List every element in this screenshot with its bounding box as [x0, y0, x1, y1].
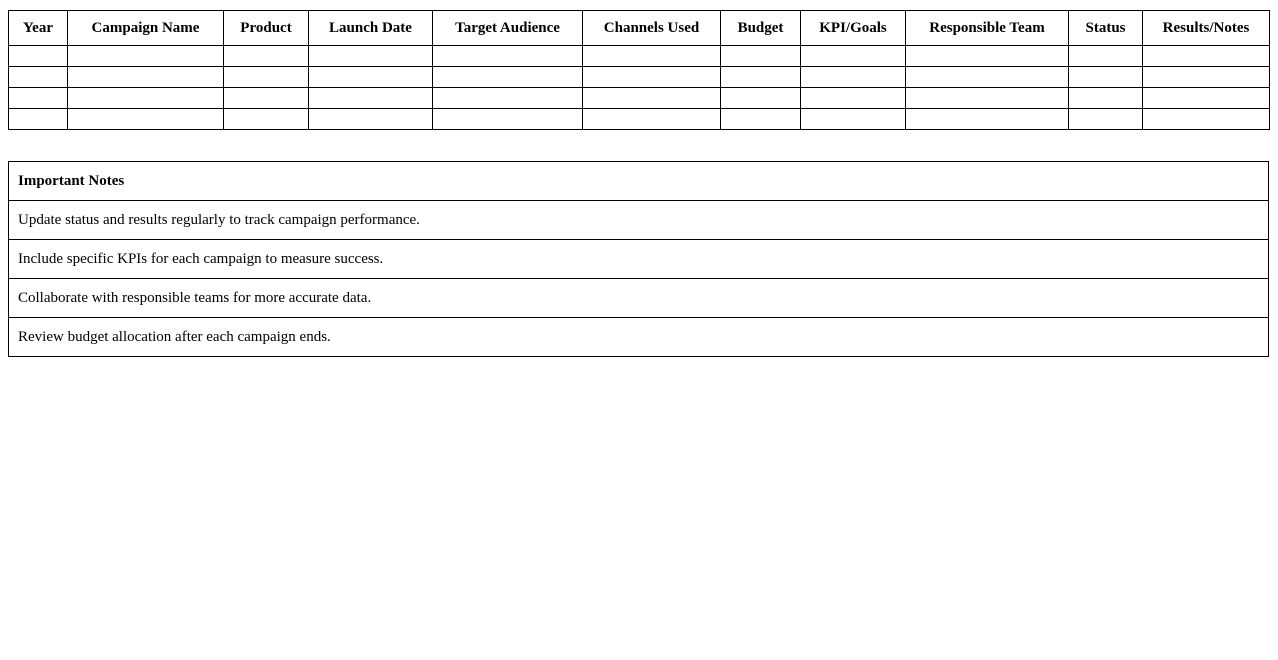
campaign-empty-cell	[223, 108, 309, 130]
campaign-empty-cell	[308, 108, 433, 130]
campaign-empty-cell	[1068, 45, 1143, 67]
campaign-empty-cell	[432, 108, 583, 130]
campaign-empty-cell	[1068, 87, 1143, 109]
campaign-empty-cell	[1068, 66, 1143, 88]
note-row: Collaborate with responsible teams for m…	[8, 278, 1269, 318]
campaign-empty-cell	[582, 66, 721, 88]
campaign-empty-row	[8, 108, 1270, 130]
campaign-empty-cell	[720, 45, 801, 67]
campaign-empty-cell	[720, 87, 801, 109]
campaign-empty-row	[8, 45, 1270, 67]
campaign-empty-cell	[1142, 87, 1270, 109]
campaign-empty-cell	[800, 87, 906, 109]
column-header-results-notes: Results/Notes	[1142, 10, 1270, 46]
campaign-empty-cell	[8, 45, 68, 67]
campaign-empty-cell	[800, 108, 906, 130]
note-item: Update status and results regularly to t…	[8, 200, 1269, 240]
campaign-empty-cell	[223, 87, 309, 109]
campaign-empty-cell	[67, 108, 224, 130]
campaign-empty-cell	[582, 108, 721, 130]
notes-header-cell: Important Notes	[8, 161, 1269, 201]
note-item: Include specific KPIs for each campaign …	[8, 239, 1269, 279]
note-row: Update status and results regularly to t…	[8, 200, 1269, 240]
campaign-empty-cell	[905, 66, 1069, 88]
campaign-empty-cell	[8, 108, 68, 130]
column-header-year: Year	[8, 10, 68, 46]
campaign-empty-cell	[308, 87, 433, 109]
campaign-empty-cell	[1142, 108, 1270, 130]
column-header-budget: Budget	[720, 10, 801, 46]
column-header-responsible-team: Responsible Team	[905, 10, 1069, 46]
column-header-launch-date: Launch Date	[308, 10, 433, 46]
campaign-empty-cell	[1142, 66, 1270, 88]
column-header-target-audience: Target Audience	[432, 10, 583, 46]
campaign-empty-cell	[67, 87, 224, 109]
campaign-empty-cell	[432, 66, 583, 88]
campaign-empty-cell	[308, 66, 433, 88]
note-item: Review budget allocation after each camp…	[8, 317, 1269, 357]
campaign-empty-cell	[905, 87, 1069, 109]
notes-header-row: Important Notes	[8, 161, 1269, 201]
campaign-empty-cell	[905, 108, 1069, 130]
column-header-product: Product	[223, 10, 309, 46]
campaign-empty-cell	[1068, 108, 1143, 130]
note-row: Review budget allocation after each camp…	[8, 317, 1269, 357]
campaign-empty-cell	[1142, 45, 1270, 67]
campaign-tracker-table: Year Campaign Name Product Launch Date T…	[8, 10, 1270, 130]
campaign-empty-cell	[67, 45, 224, 67]
campaign-empty-row	[8, 66, 1270, 88]
column-header-campaign-name: Campaign Name	[67, 10, 224, 46]
campaign-empty-cell	[8, 66, 68, 88]
campaign-empty-cell	[905, 45, 1069, 67]
campaign-empty-cell	[223, 66, 309, 88]
campaign-empty-cell	[720, 108, 801, 130]
campaign-empty-cell	[800, 66, 906, 88]
campaign-empty-cell	[582, 87, 721, 109]
column-header-status: Status	[1068, 10, 1143, 46]
campaign-empty-cell	[582, 45, 721, 67]
campaign-empty-cell	[432, 87, 583, 109]
column-header-channels-used: Channels Used	[582, 10, 721, 46]
campaign-empty-cell	[800, 45, 906, 67]
important-notes-table: Important Notes Update status and result…	[8, 161, 1269, 357]
campaign-empty-cell	[308, 45, 433, 67]
campaign-table-header-row: Year Campaign Name Product Launch Date T…	[8, 10, 1270, 46]
campaign-empty-cell	[720, 66, 801, 88]
campaign-empty-cell	[223, 45, 309, 67]
campaign-table-body	[8, 45, 1270, 130]
campaign-empty-cell	[67, 66, 224, 88]
campaign-empty-row	[8, 87, 1270, 109]
note-row: Include specific KPIs for each campaign …	[8, 239, 1269, 279]
document-page: Year Campaign Name Product Launch Date T…	[0, 10, 1278, 660]
column-header-kpi-goals: KPI/Goals	[800, 10, 906, 46]
campaign-empty-cell	[8, 87, 68, 109]
note-item: Collaborate with responsible teams for m…	[8, 278, 1269, 318]
campaign-empty-cell	[432, 45, 583, 67]
